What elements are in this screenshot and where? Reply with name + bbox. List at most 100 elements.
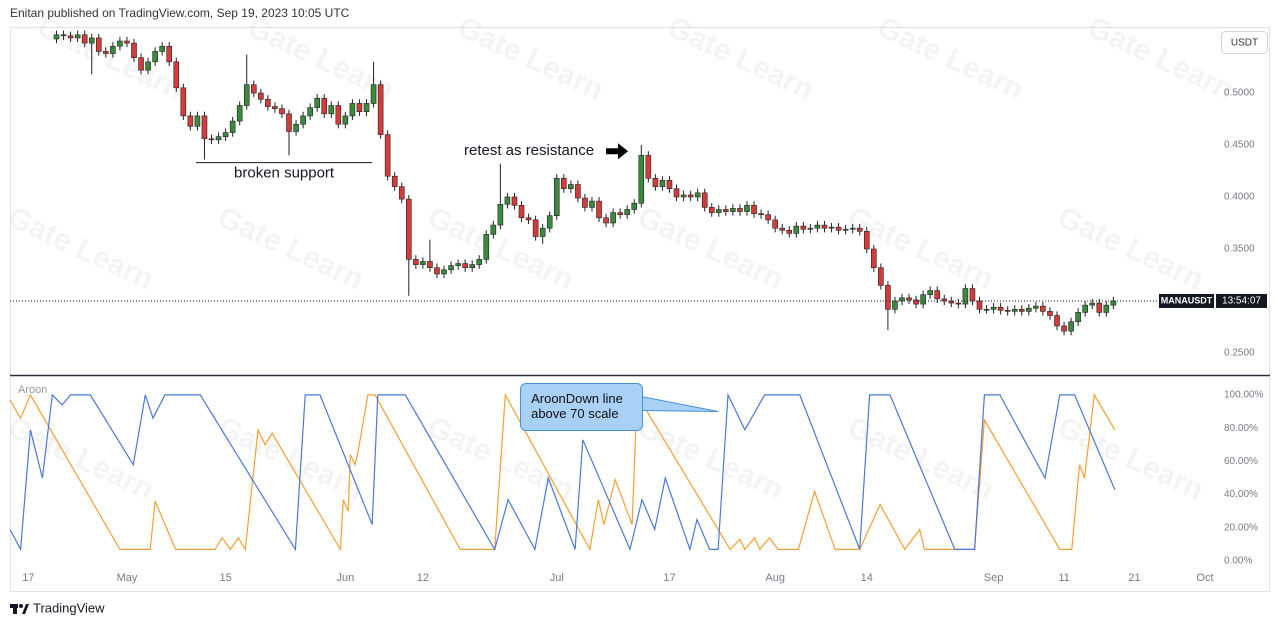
x-tick-label: 17 <box>22 572 34 584</box>
candle-body <box>1011 308 1018 312</box>
candle-body <box>708 207 715 213</box>
candle-body <box>1033 305 1039 309</box>
candle-body <box>1047 311 1053 316</box>
candle-body <box>730 208 736 212</box>
candle-body <box>398 186 405 200</box>
countdown: 13:54:07 <box>1222 296 1261 307</box>
candle-body <box>983 308 990 311</box>
candle-body <box>1054 315 1060 327</box>
candle-body <box>835 226 842 231</box>
x-tick-label: 15 <box>219 572 231 584</box>
candle-body <box>180 87 187 117</box>
x-tick-label: Jun <box>337 572 355 584</box>
candle-body <box>610 212 616 224</box>
candle-body <box>60 34 67 37</box>
candle-body <box>1103 304 1110 313</box>
candle-body <box>807 227 814 230</box>
candle-body <box>67 35 74 39</box>
candle-body <box>152 51 158 63</box>
candle-body <box>927 290 933 296</box>
candle-body <box>863 231 870 250</box>
candle-body <box>680 194 687 198</box>
currency-box <box>1221 31 1268 54</box>
candle-body <box>871 248 877 268</box>
candle-body <box>455 263 461 266</box>
candle-body <box>272 106 278 109</box>
candle-body <box>603 217 609 224</box>
candle-body <box>694 192 701 198</box>
candle-body <box>560 177 567 189</box>
candle-body <box>384 134 391 177</box>
candle-body <box>208 138 215 141</box>
candle-body <box>88 37 95 44</box>
candle-body <box>81 34 88 44</box>
candle-body <box>145 61 151 71</box>
candle-body <box>715 209 722 213</box>
candle-body <box>173 61 180 89</box>
candle-body <box>405 198 412 260</box>
chart-frame <box>10 27 1270 592</box>
candle-body <box>420 261 426 265</box>
currency: USDT <box>1231 38 1258 49</box>
candle-body <box>701 192 708 208</box>
candle-body <box>793 225 800 234</box>
candle-body <box>476 259 483 265</box>
candle-body <box>497 203 504 226</box>
candle-body <box>250 84 257 94</box>
y-tick-label: 0.4000 <box>1224 192 1255 203</box>
candle-body <box>997 306 1004 311</box>
candle-body <box>215 136 222 141</box>
candle-body <box>349 103 356 117</box>
candle-body <box>504 196 511 205</box>
candle-body <box>941 298 948 302</box>
candle-body <box>687 194 694 198</box>
candle-body <box>511 196 518 206</box>
candle-body <box>300 115 306 125</box>
candle-body <box>546 215 553 229</box>
candle-body <box>878 267 884 286</box>
candle-body <box>568 184 574 189</box>
candle-body <box>525 217 532 221</box>
candle-body <box>589 200 595 208</box>
candle-body <box>370 84 377 104</box>
candle-body <box>532 219 539 237</box>
annotation: broken support <box>234 165 335 182</box>
candle-body <box>990 306 997 310</box>
candle-body <box>307 107 313 117</box>
x-tick-label: May <box>117 572 138 584</box>
y-tick-label: 0.5000 <box>1224 88 1255 99</box>
candle-body <box>758 213 764 215</box>
symbol-box <box>1159 293 1214 308</box>
candle-body <box>124 40 130 44</box>
x-tick-label: 17 <box>663 572 675 584</box>
candle-body <box>236 105 243 122</box>
candle-body <box>645 155 652 179</box>
candle-body <box>95 37 102 52</box>
candle-body <box>920 294 926 305</box>
y-tick-label: 0.3500 <box>1224 244 1255 255</box>
candle-body <box>849 227 856 230</box>
y-tick-label: 100.00% <box>1224 390 1264 401</box>
candle-body <box>765 214 771 221</box>
candle-body <box>1061 325 1067 332</box>
x-tick-label: 21 <box>1128 572 1140 584</box>
candle-body <box>955 302 962 305</box>
candle-body <box>1075 312 1081 323</box>
candle-body <box>286 113 292 132</box>
candle-body <box>828 226 835 229</box>
annotation-arrow <box>606 143 629 160</box>
candle-body <box>962 288 969 305</box>
y-tick-label: 40.00% <box>1224 489 1258 500</box>
candle-body <box>892 300 898 310</box>
candle-body <box>1040 305 1046 312</box>
candle-body <box>187 115 194 127</box>
candle-body <box>335 105 342 125</box>
y-tick-label: 60.00% <box>1224 456 1258 467</box>
candle-body <box>166 45 173 63</box>
footer-logo <box>10 604 29 614</box>
watermark: Gate Learn <box>1053 410 1209 506</box>
candle-body <box>1068 321 1074 332</box>
candle-body <box>1096 302 1103 313</box>
candle-body <box>652 177 659 187</box>
